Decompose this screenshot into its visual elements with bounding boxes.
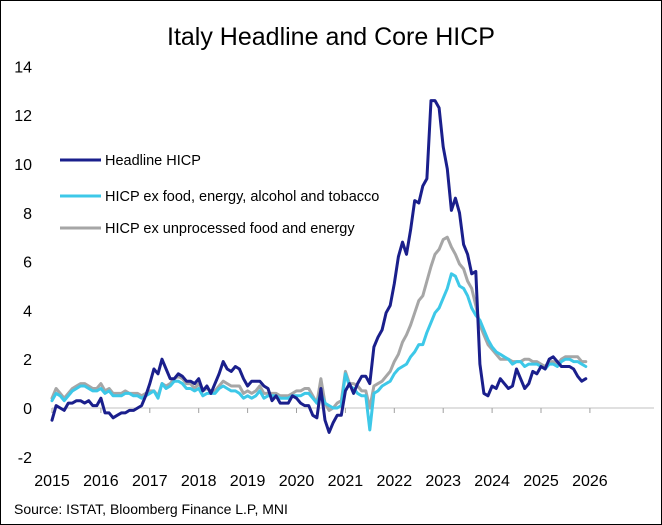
y-tick-label: -2	[18, 450, 32, 467]
chart-title: Italy Headline and Core HICP	[167, 23, 495, 51]
x-tick-label: 2022	[377, 473, 413, 490]
y-tick-label: 12	[14, 108, 32, 125]
legend-label-core-broad: HICP ex unprocessed food and energy	[105, 221, 355, 237]
y-tick-label: 6	[23, 255, 32, 272]
x-tick-label: 2016	[83, 473, 119, 490]
core-broad-line	[50, 235, 588, 412]
legend: Headline HICP HICP ex food, energy, alco…	[60, 153, 379, 237]
x-tick-label: 2020	[279, 473, 315, 490]
x-tick-label: 2024	[474, 473, 510, 490]
x-axis-tick-marks	[51, 408, 591, 413]
x-tick-label: 2021	[328, 473, 364, 490]
x-axis-ticks: 2015 2016 2017 2018 2019 2020 2021 2022 2023 2024…	[34, 473, 608, 490]
x-tick-label: 2025	[523, 473, 559, 490]
y-axis-ticks: 14 12 10 8 6 4 2 0 -2	[14, 59, 32, 466]
legend-label-core-narrow: HICP ex food, energy, alcohol and tobacc…	[105, 189, 379, 205]
x-tick-label: 2019	[230, 473, 266, 490]
x-tick-label: 2023	[425, 473, 461, 490]
y-tick-label: 2	[23, 352, 32, 369]
headline-hicp-line	[50, 99, 588, 434]
x-tick-label: 2018	[181, 473, 217, 490]
y-tick-label: 10	[14, 157, 32, 174]
y-tick-label: 0	[23, 401, 32, 418]
y-tick-label: 14	[14, 59, 32, 76]
x-tick-label: 2017	[132, 473, 168, 490]
series-layer	[50, 99, 588, 434]
y-tick-label: 8	[23, 206, 32, 223]
legend-label-headline: Headline HICP	[105, 153, 201, 169]
source-note: Source: ISTAT, Bloomberg Finance L.P, MN…	[14, 501, 288, 517]
x-tick-label: 2026	[572, 473, 608, 490]
y-tick-label: 4	[23, 303, 32, 320]
x-tick-label: 2015	[34, 473, 70, 490]
